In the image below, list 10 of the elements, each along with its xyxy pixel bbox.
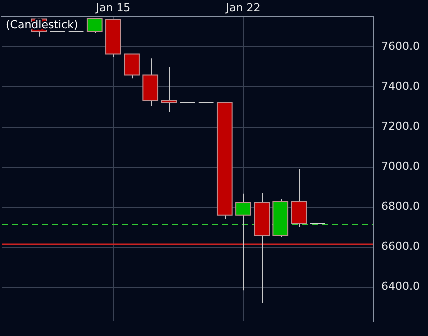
y-tick-label: 6600.0 [382, 240, 420, 254]
y-tick-label: 7200.0 [382, 120, 420, 134]
y-tick-label: 6400.0 [382, 280, 420, 294]
y-tick-label: 7600.0 [382, 40, 420, 54]
y-tick-label: 6800.0 [382, 200, 420, 214]
y-tick-label: 7400.0 [382, 80, 420, 94]
x-tick-label: Jan 15 [95, 1, 131, 14]
candlestick [124, 54, 140, 80]
y-tick-label: 7000.0 [382, 160, 420, 174]
x-tick-label: Jan 22 [225, 1, 261, 14]
